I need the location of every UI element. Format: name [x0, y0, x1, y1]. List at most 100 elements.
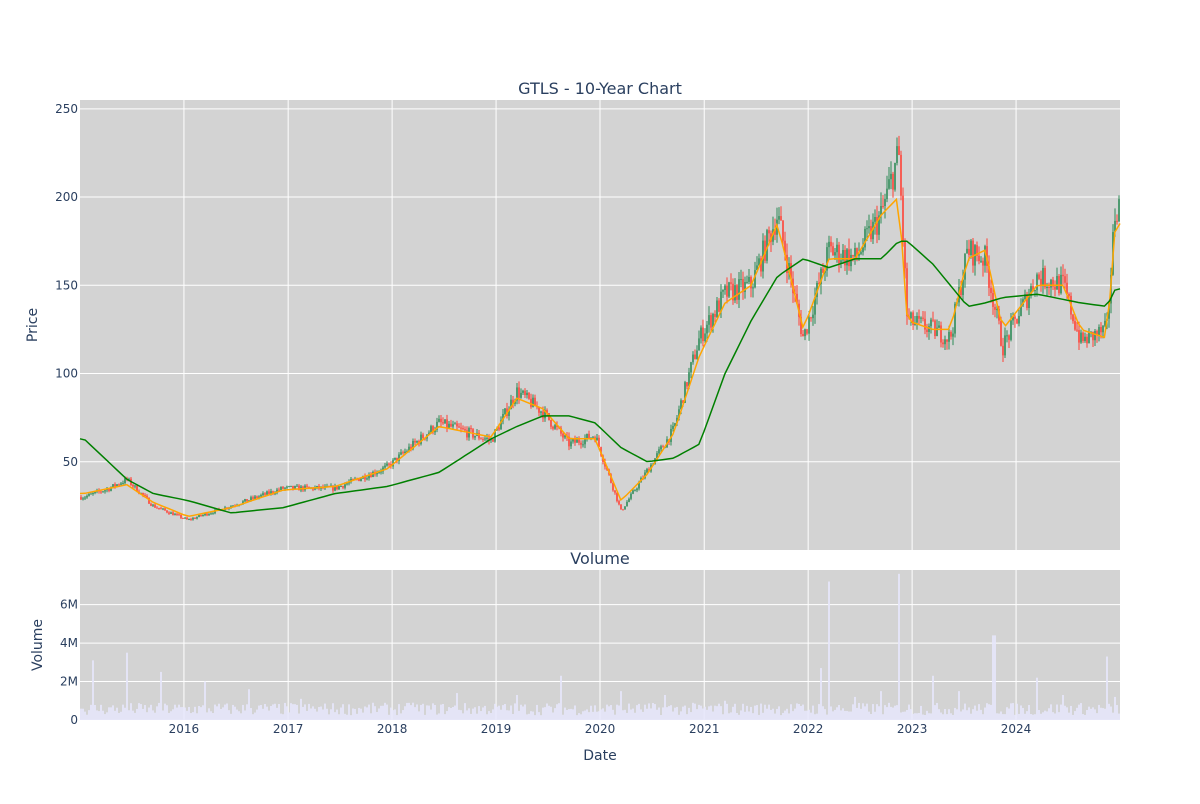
candle-body	[556, 425, 558, 427]
volume-y-tick-label: 0	[70, 713, 78, 727]
candle-body	[858, 253, 860, 256]
volume-bar	[812, 705, 814, 720]
volume-bar	[938, 709, 940, 720]
volume-bar	[568, 709, 570, 720]
candle-body	[632, 490, 634, 494]
volume-bar	[456, 693, 458, 720]
candle-body	[932, 319, 934, 321]
volume-bar	[902, 711, 904, 720]
volume-bar	[940, 712, 942, 720]
volume-bar	[272, 704, 274, 720]
candle-body	[926, 329, 928, 332]
candle-body	[864, 228, 866, 248]
volume-bar	[1098, 704, 1100, 720]
candle-body	[900, 154, 902, 196]
candle-body	[604, 462, 606, 467]
candle-body	[90, 493, 92, 495]
volume-bar	[798, 704, 800, 720]
volume-bar	[688, 707, 690, 720]
candle-body	[896, 146, 898, 163]
volume-bar	[506, 710, 508, 720]
candle-body	[308, 486, 310, 488]
candle-body	[1010, 320, 1012, 340]
volume-bar	[872, 704, 874, 720]
candle-body	[182, 517, 184, 519]
volume-bar	[770, 709, 772, 720]
volume-bar	[842, 708, 844, 720]
volume-bar	[634, 712, 636, 720]
volume-bar	[638, 703, 640, 720]
candle-body	[102, 491, 104, 493]
candle-body	[920, 317, 922, 319]
candle-body	[94, 491, 96, 494]
volume-bar	[1008, 708, 1010, 720]
candle-body	[128, 478, 130, 480]
candle-body	[170, 512, 172, 514]
candle-body	[1066, 282, 1068, 295]
candle-body	[806, 329, 808, 334]
volume-bar	[644, 704, 646, 720]
volume-bar	[178, 704, 180, 720]
volume-bar	[256, 709, 258, 720]
candle-body	[146, 495, 148, 498]
candle-body	[1040, 278, 1042, 287]
volume-bar	[1052, 712, 1054, 720]
candle-body	[284, 487, 286, 489]
volume-bar	[144, 705, 146, 720]
volume-bar	[482, 707, 484, 720]
candle-body	[970, 240, 972, 255]
candle-body	[580, 442, 582, 445]
candle-body	[592, 437, 594, 439]
volume-bar	[446, 711, 448, 720]
volume-bar	[668, 706, 670, 720]
volume-bar	[662, 707, 664, 720]
candle-body	[562, 433, 564, 438]
candle-body	[434, 429, 436, 433]
volume-bar	[596, 711, 598, 720]
volume-bar	[1046, 711, 1048, 720]
volume-bar	[304, 704, 306, 720]
candle-body	[966, 248, 968, 254]
candle-body	[110, 487, 112, 491]
volume-bar	[444, 714, 446, 720]
candle-body	[940, 325, 942, 343]
volume-bar	[356, 713, 358, 720]
volume-bar	[920, 705, 922, 720]
volume-bar	[694, 703, 696, 720]
volume-bar	[440, 704, 442, 720]
volume-bar	[348, 704, 350, 720]
candle-body	[144, 495, 146, 497]
volume-bar	[1112, 712, 1114, 720]
volume-bar	[1086, 710, 1088, 720]
volume-bar	[226, 703, 228, 720]
volume-bar	[86, 714, 88, 720]
volume-bar	[928, 713, 930, 720]
volume-bar	[616, 704, 618, 720]
volume-bar	[848, 711, 850, 720]
volume-bar	[570, 708, 572, 720]
candle-body	[358, 479, 360, 481]
volume-bar	[794, 708, 796, 720]
candle-body	[860, 252, 862, 254]
volume-bar	[674, 707, 676, 720]
volume-bar	[774, 713, 776, 720]
candle-body	[916, 315, 918, 323]
volume-bar	[830, 706, 832, 720]
candle-body	[162, 508, 164, 510]
volume-bar	[582, 711, 584, 720]
volume-bar	[738, 714, 740, 720]
volume-bar	[882, 714, 884, 720]
volume-bar	[892, 707, 894, 720]
candle-body	[396, 457, 398, 462]
volume-bar	[352, 708, 354, 720]
volume-bar	[184, 707, 186, 720]
candle-body	[416, 441, 418, 443]
candle-body	[1102, 325, 1104, 333]
volume-bar	[508, 710, 510, 720]
volume-bar	[392, 710, 394, 720]
candle-body	[634, 490, 636, 492]
volume-bar	[1082, 714, 1084, 720]
volume-bar	[1084, 714, 1086, 720]
volume-bar	[1032, 714, 1034, 720]
candle-body	[530, 398, 532, 407]
